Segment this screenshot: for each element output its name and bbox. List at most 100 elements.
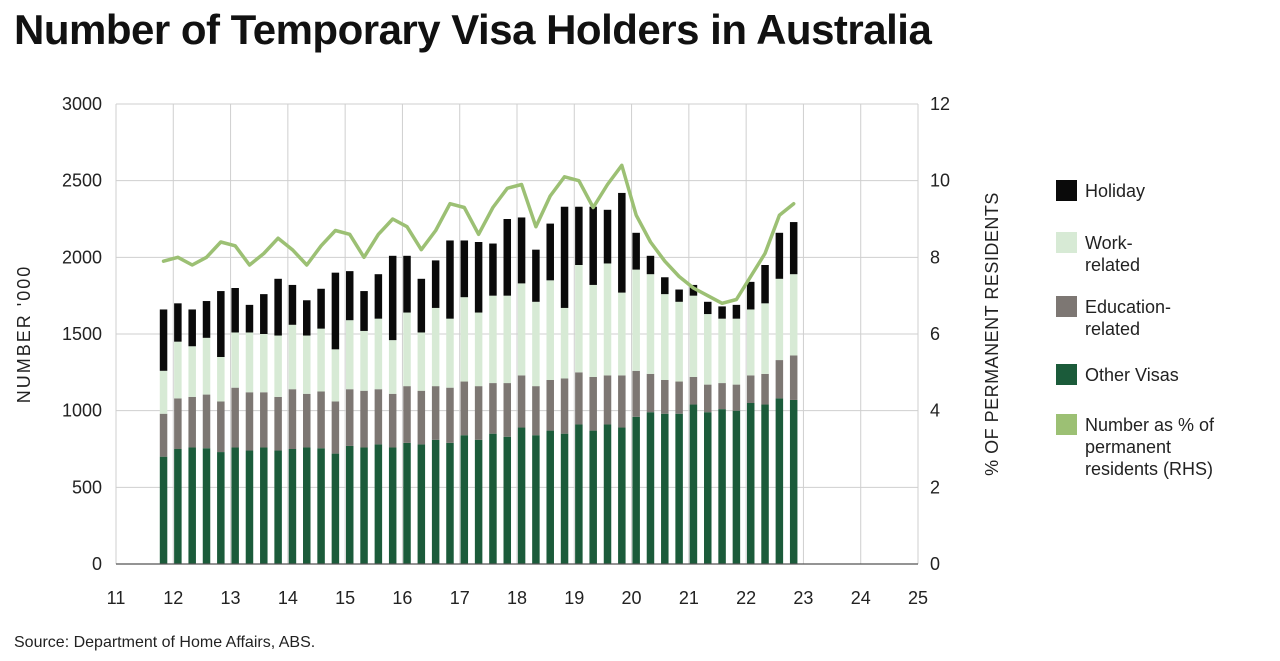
line-point (391, 217, 394, 221)
bar-other (675, 413, 683, 564)
bar-work (202, 337, 211, 395)
bar-other (159, 456, 168, 564)
bar-other (732, 410, 741, 564)
y2-tick-label: 0 (930, 554, 940, 574)
line-point (663, 259, 666, 263)
bar-other (260, 447, 268, 564)
bar-work (260, 334, 268, 393)
bar-work (403, 312, 411, 387)
bar-education (489, 383, 497, 434)
bar-work (517, 283, 526, 376)
bar-holiday (603, 209, 612, 264)
x-tick-label: 23 (793, 588, 813, 608)
x-tick-label: 17 (450, 588, 470, 608)
line-point (749, 275, 752, 278)
line-point (792, 202, 795, 205)
legend-label-education: Education-related (1085, 297, 1172, 339)
line-point (692, 286, 695, 290)
y-tick-label: 1000 (62, 401, 102, 421)
bar-education (159, 413, 168, 457)
bar-work (675, 301, 683, 382)
bar-holiday (303, 300, 311, 336)
bar-other (431, 439, 440, 564)
bar-education (517, 375, 526, 428)
bar-other (746, 403, 755, 564)
bar-work (345, 320, 354, 390)
source-note: Source: Department of Home Affairs, ABS. (14, 634, 316, 651)
bar-holiday (288, 284, 297, 325)
line-point (506, 187, 509, 190)
bar-holiday (474, 242, 483, 313)
bar-holiday (661, 277, 669, 295)
bar-other (761, 404, 769, 564)
bar-education (474, 386, 483, 440)
bar-other (589, 430, 597, 564)
bar-other (345, 445, 354, 564)
line-point (706, 294, 709, 297)
bar-other (460, 435, 469, 564)
bar-other (718, 409, 726, 564)
bar-other (388, 447, 397, 564)
bar-holiday (374, 274, 383, 319)
bar-work (775, 278, 784, 361)
line-point (319, 244, 323, 248)
bar-other (704, 412, 712, 564)
legend-swatch-education (1056, 296, 1077, 317)
y2-tick-label: 10 (930, 171, 950, 191)
bar-holiday (503, 219, 512, 296)
bar-work (460, 297, 469, 382)
bar-education (388, 393, 397, 448)
bar-holiday (517, 217, 526, 284)
bars-group (159, 192, 798, 564)
line-point (463, 206, 466, 209)
bar-holiday (260, 294, 268, 334)
bar-work (374, 318, 383, 390)
bar-holiday (746, 281, 755, 310)
bar-other (317, 448, 325, 564)
bar-work (618, 292, 626, 376)
bar-education (331, 401, 340, 454)
bar-education (217, 401, 225, 453)
bar-other (789, 399, 798, 564)
bar-work (632, 269, 640, 371)
legend-label-work: Work-related (1085, 233, 1141, 275)
bar-holiday (174, 303, 182, 342)
line-point (720, 302, 724, 305)
bar-education (360, 390, 368, 448)
bar-work (603, 263, 612, 376)
bar-holiday (575, 206, 583, 265)
line-point (577, 179, 581, 182)
bar-work (417, 332, 426, 391)
bar-education (460, 381, 469, 436)
bar-other (274, 450, 282, 564)
x-tick-label: 20 (622, 588, 642, 608)
bar-education (202, 394, 211, 449)
bar-education (174, 398, 182, 449)
x-tick-label: 16 (392, 588, 412, 608)
bar-holiday (789, 222, 798, 275)
bar-work (789, 274, 798, 356)
bar-education (746, 375, 755, 403)
y2-tick-label: 2 (930, 477, 940, 497)
bar-holiday (532, 249, 540, 302)
bar-other (603, 424, 612, 564)
bar-work (575, 265, 583, 373)
bar-holiday (560, 206, 569, 308)
bar-education (789, 355, 798, 400)
line-point (634, 213, 638, 217)
legend-item-line: Number as % of permanent residents (RHS) (1056, 414, 1235, 480)
bar-holiday (546, 223, 554, 281)
line-point (434, 229, 437, 232)
bar-other (489, 433, 497, 564)
bar-work (317, 328, 325, 392)
bar-holiday (345, 271, 354, 321)
line-point (620, 164, 624, 167)
bar-other (517, 427, 526, 564)
bar-other (618, 427, 626, 564)
x-tick-label: 18 (507, 588, 527, 608)
bar-other (661, 413, 669, 564)
bar-holiday (646, 255, 655, 275)
y2-tick-label: 8 (930, 247, 940, 267)
bar-education (288, 389, 297, 449)
bar-holiday (188, 309, 196, 347)
